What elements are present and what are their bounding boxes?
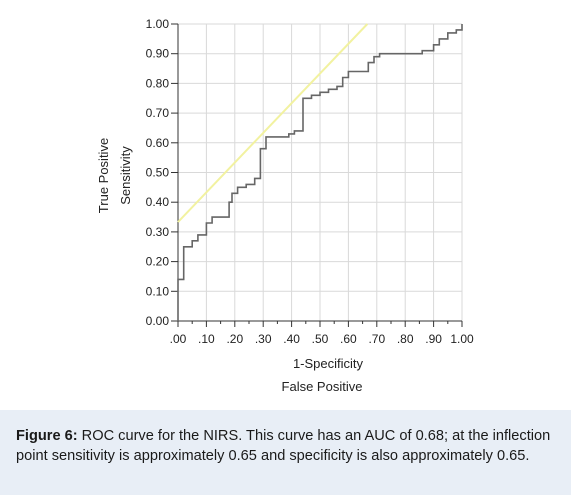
x-tick-label: .60 — [340, 332, 357, 346]
y-tick-label: 0.00 — [146, 314, 170, 328]
y-tick-label: 0.40 — [146, 195, 170, 209]
reference-line — [177, 23, 369, 223]
x-tick-label: 1.00 — [450, 332, 474, 346]
x-tick-label: .40 — [283, 332, 300, 346]
y-tick-label: 0.20 — [146, 255, 170, 269]
y-tick-label: 0.90 — [146, 47, 170, 61]
y-axis-title: True Positive — [96, 138, 111, 213]
x-tick-label: .50 — [312, 332, 329, 346]
y-tick-label: 1.00 — [146, 17, 170, 31]
x-tick-label: .20 — [226, 332, 243, 346]
y-tick-label: 0.80 — [146, 76, 170, 90]
y-tick-label: 0.30 — [146, 225, 170, 239]
y-axis-subtitle: Sensitivity — [118, 146, 133, 205]
x-axis-subtitle: False Positive — [282, 379, 363, 394]
roc-curve — [177, 24, 463, 321]
x-tick-label: .00 — [170, 332, 187, 346]
y-tick-label: 0.50 — [146, 166, 170, 180]
roc-chart: 0.00 0.10 0.20 0.30 0.40 0.50 0.60 0.70 0.80 0.90… — [96, 17, 474, 394]
y-tick-label: 0.10 — [146, 284, 170, 298]
y-tick-label: 0.70 — [146, 106, 170, 120]
x-tick-label: .90 — [425, 332, 442, 346]
x-tick-label: .30 — [255, 332, 272, 346]
x-tick-label: .10 — [198, 332, 215, 346]
separator — [0, 402, 571, 410]
figure-caption: Figure 6: ROC curve for the NIRS. This c… — [0, 410, 571, 495]
caption-text: ROC curve for the NIRS. This curve has a… — [16, 428, 551, 464]
caption-label: Figure 6: — [16, 428, 78, 444]
x-axis-title: 1-Specificity — [293, 356, 364, 371]
x-tick-label: .80 — [397, 332, 414, 346]
y-tick-label: 0.60 — [146, 136, 170, 150]
x-tick-label: .70 — [368, 332, 385, 346]
